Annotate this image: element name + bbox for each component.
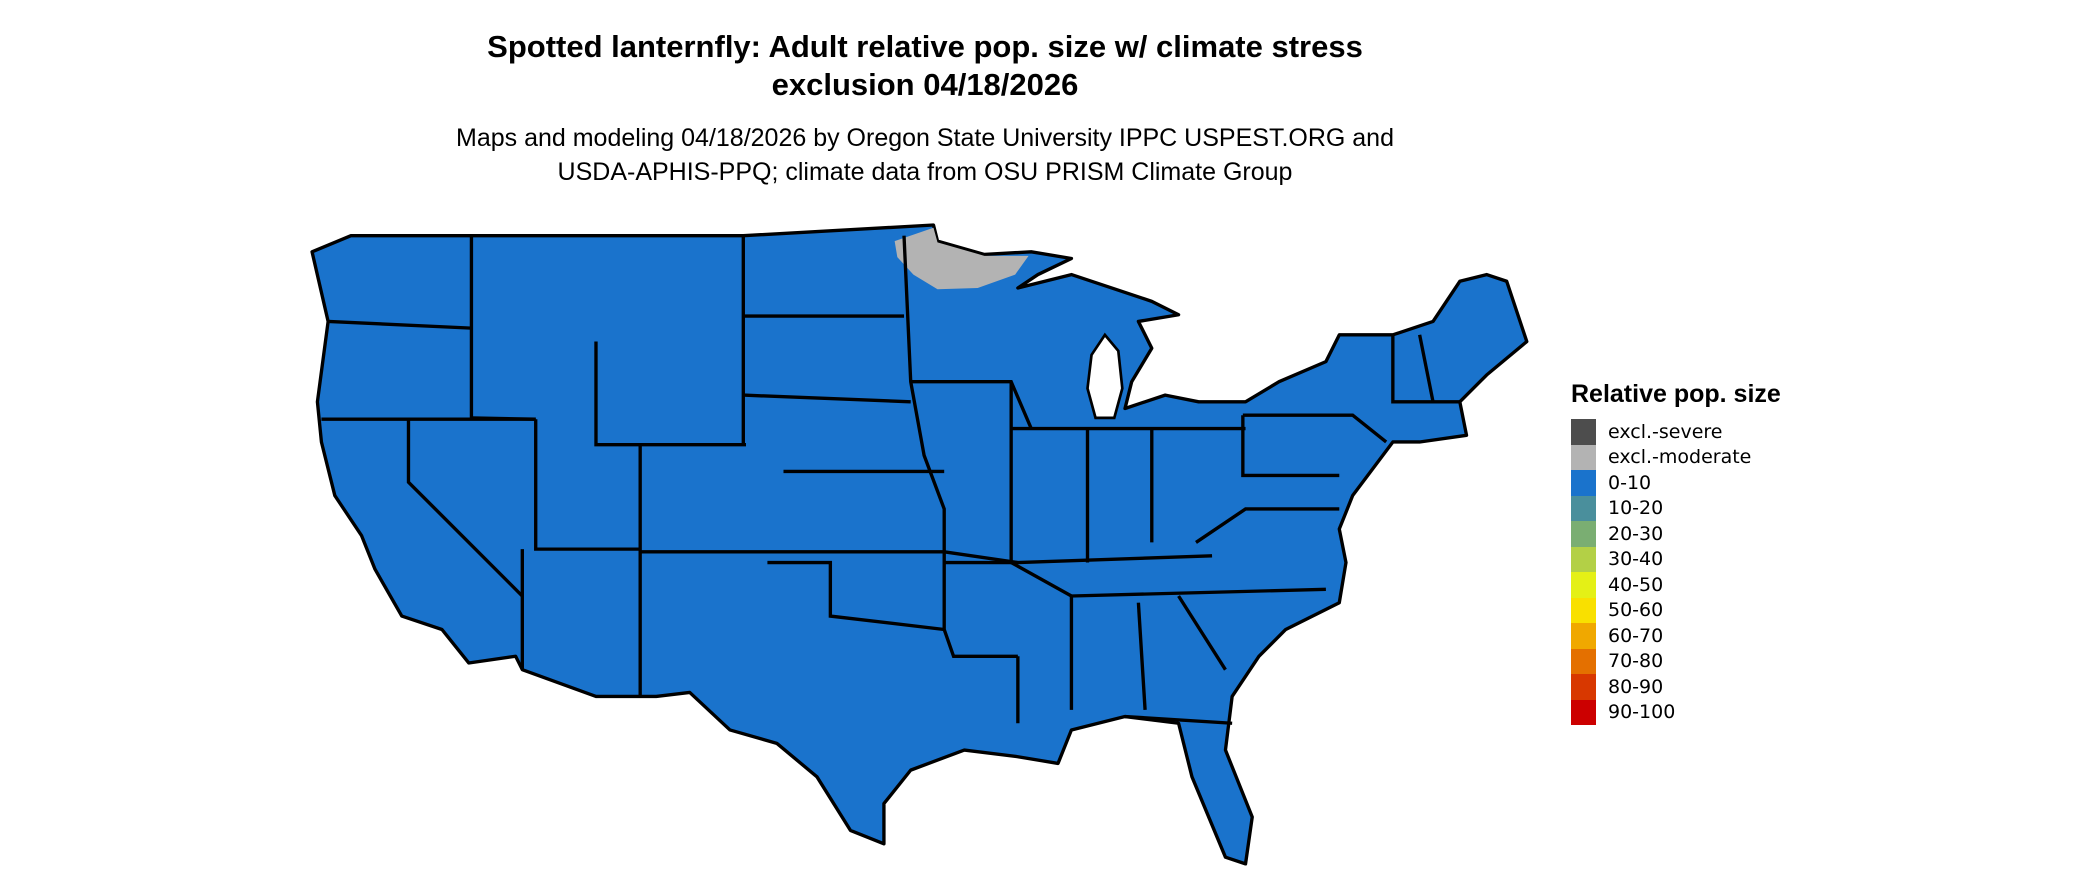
map-subtitle-line2: USDA-APHIS-PPQ; climate data from OSU PR… [557,158,1293,186]
legend-item: 10-20 [1571,495,1781,521]
legend-swatch [1571,546,1596,572]
legend-item: 40-50 [1571,572,1781,598]
us-land-0-10 [310,223,1529,866]
legend-swatch [1571,699,1596,725]
legend-label: 30-40 [1608,548,1664,571]
legend-swatch [1571,597,1596,623]
excl-moderate-area [894,227,1029,290]
legend-item: 60-70 [1571,623,1781,649]
legend-label: 10-20 [1608,497,1664,520]
map-title-line1: Spotted lanternfly: Adult relative pop. … [487,29,1363,64]
legend-item: 90-100 [1571,699,1781,725]
legend-label: excl.-moderate [1608,446,1752,469]
legend-swatch [1571,419,1596,445]
legend-item: 20-30 [1571,521,1781,547]
legend-item: excl.-severe [1571,419,1781,445]
legend-label: excl.-severe [1608,420,1723,443]
legend-swatch [1571,521,1596,547]
legend-swatch [1571,495,1596,521]
legend-swatch [1571,648,1596,674]
legend-swatch [1571,674,1596,700]
legend-item: 30-40 [1571,546,1781,572]
legend-label: 50-60 [1608,599,1664,622]
legend-item: 50-60 [1571,597,1781,623]
legend-label: 0-10 [1608,471,1652,494]
legend-item: 70-80 [1571,648,1781,674]
legend-item: 0-10 [1571,470,1781,496]
legend-swatch [1571,444,1596,470]
legend-title: Relative pop. size [1571,380,1781,408]
lake-michigan [1086,332,1124,420]
legend-swatch [1571,572,1596,598]
legend-item: excl.-moderate [1571,444,1781,470]
legend-label: 90-100 [1608,701,1676,724]
legend-swatch [1571,470,1596,496]
legend-swatch [1571,623,1596,649]
legend-label: 20-30 [1608,522,1664,545]
legend-label: 80-90 [1608,675,1664,698]
legend-label: 60-70 [1608,624,1664,647]
legend: Relative pop. size excl.-severe excl.-mod… [1571,380,1781,725]
legend-item: 80-90 [1571,674,1781,700]
map-title-line2: exclusion 04/18/2026 [771,67,1079,102]
map-subtitle-line1: Maps and modeling 04/18/2026 by Oregon S… [456,124,1394,152]
legend-label: 40-50 [1608,573,1664,596]
state-borders [321,235,1460,725]
legend-label: 70-80 [1608,650,1664,673]
